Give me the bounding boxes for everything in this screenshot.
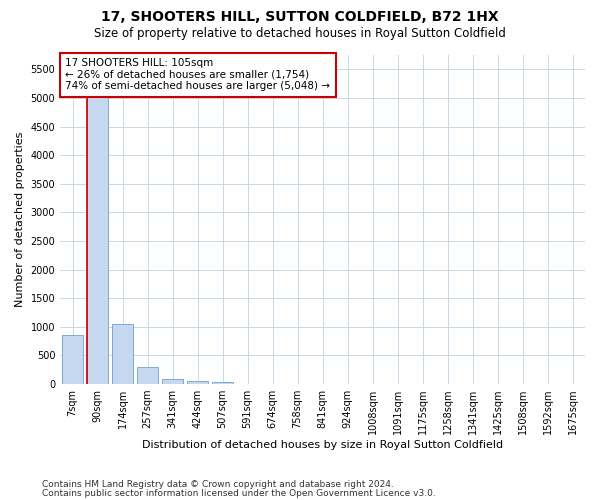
Text: 17 SHOOTERS HILL: 105sqm
← 26% of detached houses are smaller (1,754)
74% of sem: 17 SHOOTERS HILL: 105sqm ← 26% of detach… xyxy=(65,58,331,92)
Bar xyxy=(112,324,133,384)
Text: Contains public sector information licensed under the Open Government Licence v3: Contains public sector information licen… xyxy=(42,488,436,498)
Text: Contains HM Land Registry data © Crown copyright and database right 2024.: Contains HM Land Registry data © Crown c… xyxy=(42,480,394,489)
Bar xyxy=(62,336,83,384)
Bar xyxy=(137,367,158,384)
Bar xyxy=(212,382,233,384)
Bar xyxy=(187,381,208,384)
Bar xyxy=(87,70,108,384)
Y-axis label: Number of detached properties: Number of detached properties xyxy=(15,132,25,307)
Text: Size of property relative to detached houses in Royal Sutton Coldfield: Size of property relative to detached ho… xyxy=(94,28,506,40)
X-axis label: Distribution of detached houses by size in Royal Sutton Coldfield: Distribution of detached houses by size … xyxy=(142,440,503,450)
Text: 17, SHOOTERS HILL, SUTTON COLDFIELD, B72 1HX: 17, SHOOTERS HILL, SUTTON COLDFIELD, B72… xyxy=(101,10,499,24)
Bar xyxy=(162,379,183,384)
